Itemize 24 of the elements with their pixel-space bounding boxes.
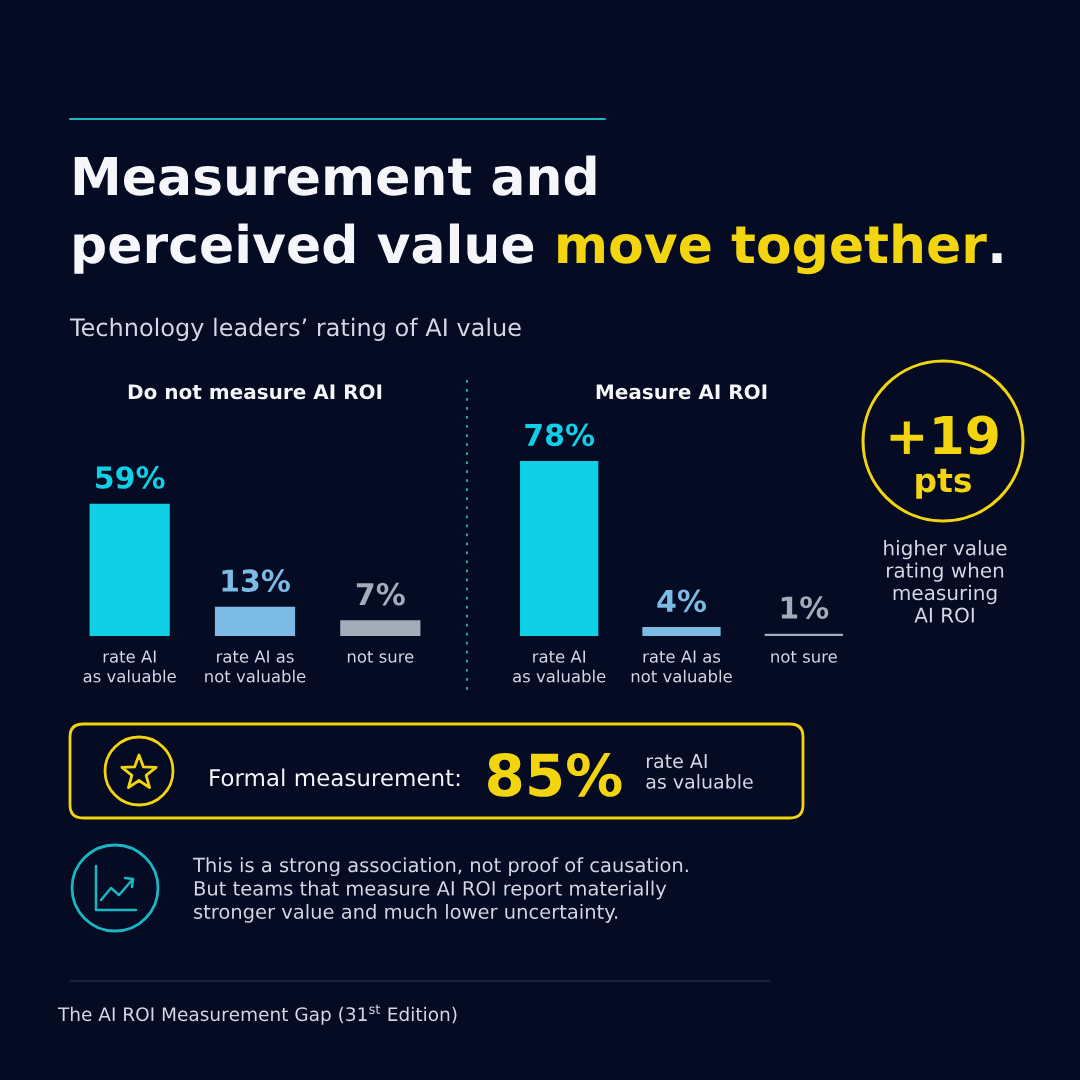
text: pts bbox=[916, 468, 971, 499]
x-tick-label: rate AI as not valuable bbox=[205, 650, 306, 683]
text: Measurement and perceived value move together. bbox=[74, 155, 1002, 275]
data-label: 1% bbox=[781, 596, 829, 619]
x-tick-label: rate AI as valuable bbox=[83, 650, 176, 683]
data-label: 78% bbox=[525, 423, 595, 447]
x-tick-label: not sure bbox=[347, 650, 414, 663]
text: Technology leaders’ rating of AI value bbox=[69, 317, 521, 341]
text: 85% bbox=[488, 752, 622, 797]
text: higher value rating when measuring AI ROI bbox=[884, 540, 1007, 623]
text: Formal measurement: bbox=[210, 768, 460, 787]
text: The AI ROI Measurement Gap (31$^{st}$ Edition) bbox=[57, 1004, 457, 1025]
data-label: 59% bbox=[96, 466, 165, 489]
text: rate AI as valuable bbox=[646, 754, 753, 789]
text: +19 bbox=[890, 415, 998, 455]
chart-title: Do not measure AI ROI bbox=[128, 384, 382, 400]
data-label: 13% bbox=[222, 569, 290, 593]
text: This is a strong association, not proof of causation. But teams that measure AI ROI report materially stronger value and much lower uncertainty. bbox=[192, 857, 688, 923]
data-label: 4% bbox=[657, 589, 707, 613]
x-tick-label: rate AI as not valuable bbox=[631, 650, 732, 683]
x-tick-label: not sure bbox=[771, 650, 837, 663]
chart-title: Measure AI ROI bbox=[596, 384, 767, 400]
data-label: 7% bbox=[356, 582, 405, 606]
x-tick-label: rate AI as valuable bbox=[513, 650, 606, 683]
